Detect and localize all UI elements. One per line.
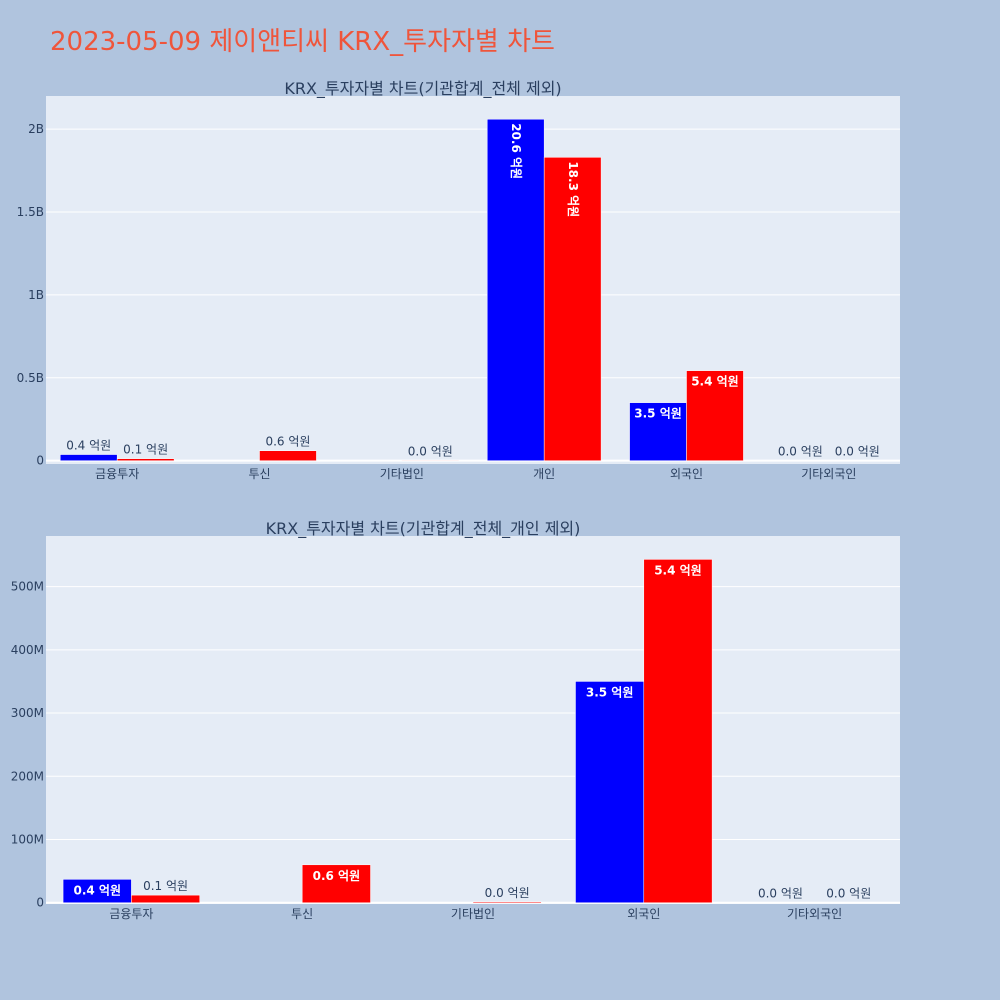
data-label: 0.0 억원: [408, 444, 453, 458]
y-tick-label: 300M: [11, 706, 44, 720]
bar: [116, 458, 175, 461]
y-tick-label: 400M: [11, 643, 44, 657]
y-tick-label: 0: [36, 896, 44, 910]
plot-area: [46, 96, 900, 464]
data-label: 0.0 억원: [758, 887, 803, 901]
x-tick-label: 기타외국인: [801, 467, 856, 481]
y-tick-label: 0.5B: [17, 371, 44, 385]
x-tick-label: 투신: [248, 467, 270, 481]
chart-title: KRX_투자자별 차트(기관합계_전체 제외): [284, 79, 561, 99]
x-tick-label: 투신: [291, 907, 313, 921]
y-tick-label: 0: [36, 454, 44, 468]
bar: [629, 402, 687, 461]
chart-panel-top: 0 0.5B 1B 1.5B 2B 0.4 억원 20.6 억원 3.5 억원 0.0 억원 0.…: [17, 79, 900, 481]
data-label: 5.4 억원: [654, 563, 702, 577]
data-label: 3.5 억원: [634, 407, 682, 421]
bar: [259, 450, 317, 461]
data-label: 0.0 억원: [485, 886, 530, 900]
y-tick-label: 100M: [11, 833, 44, 847]
chart-panel-bottom: 0 100M 200M 300M 400M 500M 0.4 억원 3.5 억원 0.0 억원 0…: [11, 519, 900, 921]
bar: [59, 454, 118, 461]
data-label: 0.4 억원: [73, 883, 121, 897]
x-tick-label: 개인: [533, 467, 555, 481]
bar: [686, 370, 744, 461]
x-tick-label: 기타외국인: [787, 907, 842, 921]
bar: [543, 157, 602, 461]
data-label: 3.5 억원: [586, 685, 634, 699]
x-tick-label: 금융투자: [109, 907, 153, 921]
x-tick-label: 금융투자: [95, 467, 139, 481]
y-tick-label: 1.5B: [17, 205, 44, 219]
y-tick-label: 2B: [28, 122, 44, 136]
x-tick-label: 외국인: [627, 907, 660, 921]
data-label: 5.4 억원: [691, 375, 739, 389]
y-tick-label: 200M: [11, 769, 44, 783]
bar: [62, 879, 132, 903]
data-label: 0.4 억원: [66, 439, 111, 453]
x-tick-label: 기타법인: [380, 467, 424, 481]
data-label: 0.6 억원: [265, 435, 310, 449]
x-tick-label: 기타법인: [451, 907, 495, 921]
x-tick-label: 외국인: [670, 467, 703, 481]
bar: [131, 894, 200, 903]
data-label: 18.3 억원: [566, 161, 580, 217]
bar: [643, 559, 713, 903]
data-label: 0.6 억원: [313, 869, 361, 883]
bar: [575, 681, 645, 903]
data-label: 0.1 억원: [143, 879, 188, 893]
y-tick-label: 1B: [28, 288, 44, 302]
chart-title: KRX_투자자별 차트(기관합계_전체_개인 제외): [266, 519, 581, 539]
bar: [486, 118, 545, 461]
y-tick-label: 500M: [11, 580, 44, 594]
bar: [472, 901, 542, 903]
data-label: 0.0 억원: [835, 445, 880, 459]
bar: [301, 864, 371, 903]
data-label: 20.6 억원: [509, 123, 523, 179]
data-label: 0.1 억원: [123, 443, 168, 457]
data-label: 0.0 억원: [778, 445, 823, 459]
plot-area: [46, 536, 900, 904]
main-title: 2023-05-09 제이앤티씨 KRX_투자자별 차트: [50, 27, 555, 57]
data-label: 0.0 억원: [826, 887, 871, 901]
